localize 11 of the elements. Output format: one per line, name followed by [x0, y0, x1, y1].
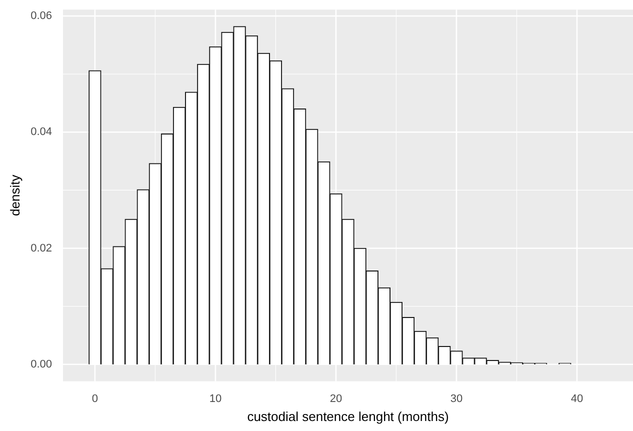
x-axis-title: custodial sentence lenght (months) [247, 408, 449, 424]
x-tick-label: 10 [209, 392, 222, 405]
x-tick-label: 0 [92, 392, 98, 405]
y-tick-label: 0.00 [30, 358, 52, 370]
x-tick-label: 20 [330, 392, 342, 405]
y-tick-label: 0.02 [30, 242, 52, 254]
x-tick-label: 40 [570, 392, 584, 405]
y-axis-title: density [7, 174, 22, 216]
x-tick-label: 30 [450, 392, 463, 405]
y-tick-label: 0.06 [30, 10, 52, 22]
y-tick-label: 0.04 [30, 126, 52, 138]
